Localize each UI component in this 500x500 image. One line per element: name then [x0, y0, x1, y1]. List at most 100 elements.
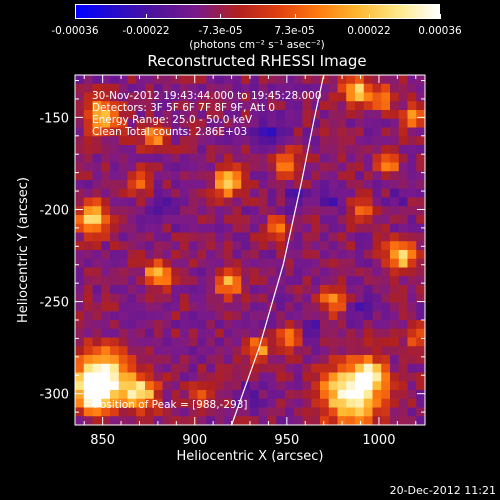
- heatmap-cell: [250, 180, 260, 190]
- heatmap-cell: [355, 145, 365, 155]
- heatmap-cell: [188, 302, 198, 312]
- heatmap-cell: [346, 267, 356, 277]
- heatmap-cell: [223, 83, 233, 93]
- heatmap-cell: [145, 75, 155, 85]
- heatmap-cell: [197, 110, 207, 120]
- heatmap-cell: [293, 92, 303, 102]
- heatmap-cell: [258, 250, 268, 260]
- heatmap-cell: [346, 250, 356, 260]
- heatmap-cell: [398, 241, 408, 251]
- heatmap-cell: [320, 180, 330, 190]
- heatmap-cell: [337, 293, 347, 303]
- heatmap-cell: [337, 381, 347, 391]
- heatmap-cell: [390, 285, 400, 295]
- heatmap-cell: [101, 293, 111, 303]
- heatmap-cell: [162, 223, 172, 233]
- heatmap-cell: [337, 197, 347, 207]
- heatmap-cell: [250, 320, 260, 330]
- heatmap-cell: [197, 267, 207, 277]
- heatmap-cell: [258, 92, 268, 102]
- heatmap-cell: [180, 407, 190, 417]
- heatmap-cell: [328, 390, 338, 400]
- heatmap-cell: [355, 232, 365, 242]
- heatmap-cell: [320, 302, 330, 312]
- heatmap-cell: [101, 101, 111, 111]
- heatmap-cell: [328, 92, 338, 102]
- heatmap-cell: [372, 75, 382, 85]
- heatmap-cell: [101, 197, 111, 207]
- heatmap-cell: [416, 250, 426, 260]
- heatmap-cell: [92, 223, 102, 233]
- heatmap-cell: [197, 311, 207, 321]
- heatmap-cell: [416, 407, 426, 417]
- heatmap-cell: [320, 398, 330, 408]
- heatmap-cell: [285, 293, 295, 303]
- heatmap-cell: [153, 180, 163, 190]
- heatmap-cell: [153, 162, 163, 172]
- heatmap-cell: [75, 285, 85, 295]
- heatmap-cell: [258, 171, 268, 181]
- heatmap-cell: [75, 337, 85, 347]
- heatmap-cell: [328, 136, 338, 146]
- heatmap-cell: [110, 110, 120, 120]
- heatmap-cell: [293, 293, 303, 303]
- heatmap-cell: [180, 311, 190, 321]
- heatmap-cell: [92, 75, 102, 85]
- heatmap-cell: [276, 206, 286, 216]
- heatmap-cell: [276, 188, 286, 198]
- heatmap-cell: [215, 241, 225, 251]
- heatmap-cell: [197, 171, 207, 181]
- heatmap-cell: [285, 241, 295, 251]
- heatmap-cell: [267, 92, 277, 102]
- heatmap-cell: [180, 328, 190, 338]
- heatmap-cell: [346, 346, 356, 356]
- heatmap-cell: [188, 110, 198, 120]
- heatmap-cell: [118, 328, 128, 338]
- heatmap-cell: [250, 188, 260, 198]
- heatmap-cell: [250, 311, 260, 321]
- heatmap-cell: [92, 188, 102, 198]
- heatmap-cell: [328, 232, 338, 242]
- heatmap-cell: [223, 320, 233, 330]
- heatmap-cell: [372, 293, 382, 303]
- heatmap-cell: [337, 372, 347, 382]
- heatmap-cell: [372, 171, 382, 181]
- heatmap-cell: [83, 276, 93, 286]
- heatmap-cell: [390, 250, 400, 260]
- heatmap-cell: [328, 355, 338, 365]
- heatmap-cell: [136, 328, 146, 338]
- heatmap-cell: [101, 258, 111, 268]
- heatmap-cell: [83, 311, 93, 321]
- heatmap-cell: [188, 241, 198, 251]
- heatmap-cell: [118, 118, 128, 128]
- heatmap-cell: [250, 153, 260, 163]
- heatmap-cell: [276, 311, 286, 321]
- heatmap-cell: [206, 276, 216, 286]
- heatmap-cell: [328, 206, 338, 216]
- heatmap-cell: [381, 381, 391, 391]
- heatmap-cell: [320, 328, 330, 338]
- heatmap-cell: [197, 320, 207, 330]
- heatmap-cell: [197, 355, 207, 365]
- heatmap-cell: [398, 390, 408, 400]
- heatmap-cell: [363, 206, 373, 216]
- heatmap-cell: [258, 197, 268, 207]
- heatmap-cell: [75, 223, 85, 233]
- heatmap-cell: [83, 285, 93, 295]
- heatmap-cell: [127, 180, 137, 190]
- heatmap-cell: [416, 197, 426, 207]
- heatmap-cell: [171, 293, 181, 303]
- heatmap-cell: [258, 416, 268, 426]
- heatmap-cell: [363, 320, 373, 330]
- heatmap-cell: [320, 293, 330, 303]
- heatmap-cell: [267, 223, 277, 233]
- heatmap-cell: [188, 381, 198, 391]
- heatmap-cell: [390, 232, 400, 242]
- heatmap-cell: [223, 250, 233, 260]
- heatmap-cell: [328, 276, 338, 286]
- heatmap-cell: [223, 398, 233, 408]
- heatmap-cell: [311, 407, 321, 417]
- heatmap-cell: [180, 285, 190, 295]
- heatmap-cell: [381, 337, 391, 347]
- heatmap-cell: [355, 250, 365, 260]
